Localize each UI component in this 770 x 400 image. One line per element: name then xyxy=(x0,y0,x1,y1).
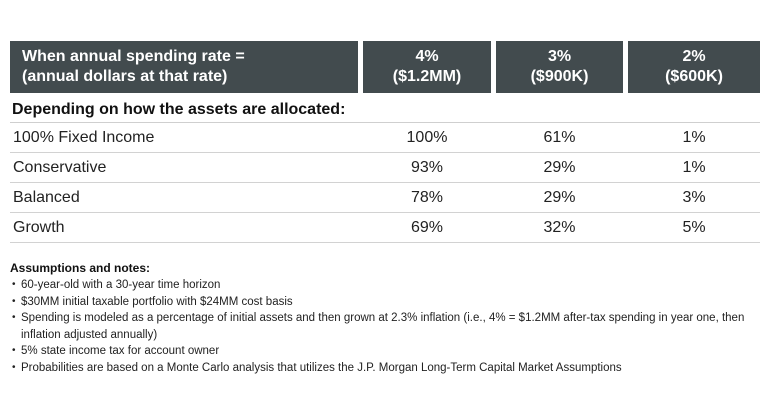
header-cell-2pct: 2% ($600K) xyxy=(628,41,760,93)
header-spending-rate-line1: When annual spending rate = xyxy=(22,48,245,65)
header-4pct-rate: 4% xyxy=(415,48,439,65)
row-value: 3% xyxy=(682,188,706,206)
table-header-row: When annual spending rate = (annual doll… xyxy=(10,41,760,93)
note-item: • Probabilities are based on a Monte Car… xyxy=(10,360,758,377)
bullet-icon: • xyxy=(12,312,16,323)
note-text: 60-year-old with a 30-year time horizon xyxy=(21,279,221,291)
note-item: • $30MM initial taxable portfolio with $… xyxy=(10,294,758,311)
row-value: 69% xyxy=(410,218,444,236)
note-text: 5% state income tax for account owner xyxy=(21,345,220,357)
bullet-icon: • xyxy=(12,361,16,373)
notes-title: Assumptions and notes: xyxy=(10,261,151,275)
table-row-conservative: Conservative 93% 29% 1% xyxy=(10,153,760,183)
bullet-icon: • xyxy=(12,279,16,290)
assumptions-notes: Assumptions and notes: • 60-year-old wit… xyxy=(10,260,760,376)
row-label: Growth xyxy=(13,218,65,236)
table-row-balanced: Balanced 78% 29% 3% xyxy=(10,183,760,213)
header-3pct-rate: 3% xyxy=(547,48,572,65)
note-text: $30MM initial taxable portfolio with $24… xyxy=(21,295,293,308)
bullet-icon: • xyxy=(12,295,16,307)
header-2pct-rate: 2% xyxy=(682,48,706,65)
note-text: Spending is modeled as a percentage of i… xyxy=(21,312,745,341)
row-label: Conservative xyxy=(13,158,107,176)
note-text: Probabilities are based on a Monte Carlo… xyxy=(21,361,622,374)
row-value: 93% xyxy=(410,158,444,176)
row-value: 29% xyxy=(543,188,576,206)
bullet-icon: • xyxy=(12,345,16,356)
header-2pct-dollars: ($600K) xyxy=(665,68,723,85)
row-value: 61% xyxy=(543,128,576,146)
row-label: Balanced xyxy=(13,188,80,206)
header-4pct-dollars: ($1.2MM) xyxy=(392,68,462,85)
header-spending-rate-line2: (annual dollars at that rate) xyxy=(22,68,228,85)
row-value: 1% xyxy=(682,128,706,146)
table-row-growth: Growth 69% 32% 5% xyxy=(10,213,760,243)
header-3pct-dollars: ($900K) xyxy=(530,68,589,85)
note-item: • 5% state income tax for account owner xyxy=(10,343,758,360)
row-value: 29% xyxy=(543,158,576,176)
row-label: 100% Fixed Income xyxy=(13,128,155,146)
row-value: 100% xyxy=(406,128,448,146)
table-row-fixed-income: 100% Fixed Income 100% 61% 1% xyxy=(10,123,760,153)
allocation-subheader: Depending on how the assets are allocate… xyxy=(10,96,760,123)
row-value: 5% xyxy=(682,218,706,236)
note-item: • 60-year-old with a 30-year time horizo… xyxy=(10,277,758,294)
row-value: 32% xyxy=(543,218,576,236)
header-cell-3pct: 3% ($900K) xyxy=(496,41,623,93)
probability-table: When annual spending rate = (annual doll… xyxy=(10,41,760,376)
row-value: 78% xyxy=(410,188,444,206)
header-cell-spending-rate: When annual spending rate = (annual doll… xyxy=(10,41,358,93)
row-value: 1% xyxy=(682,158,706,176)
header-cell-4pct: 4% ($1.2MM) xyxy=(363,41,491,93)
note-item: • Spending is modeled as a percentage of… xyxy=(10,310,758,343)
